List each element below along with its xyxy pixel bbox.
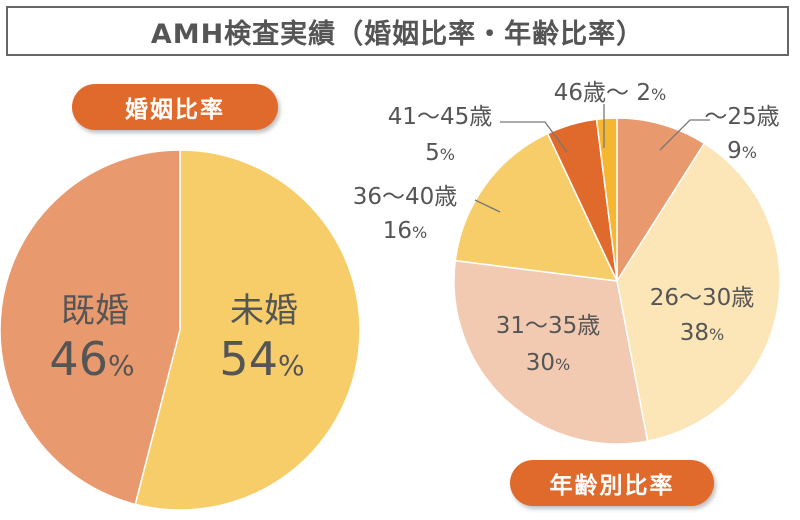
label-46over: 46歳〜 2% xyxy=(554,80,666,106)
value-36-40: 16% xyxy=(383,218,427,244)
label-married: 既婚 xyxy=(61,291,129,331)
value-under25: 9% xyxy=(727,138,757,164)
age-ratio-badge: 年齢別比率 xyxy=(510,460,714,506)
pie1-slice-2 xyxy=(453,259,649,445)
pie0-slice-1 xyxy=(0,149,181,506)
label-under25: 〜25歳 xyxy=(704,104,779,130)
label-36-40: 36〜40歳 xyxy=(353,184,458,210)
pie1-slice-1 xyxy=(616,142,781,442)
marital-ratio-badge: 婚姻比率 xyxy=(72,84,278,130)
value-married: 46% xyxy=(49,332,134,386)
label-41-45: 41〜45歳 xyxy=(388,104,493,130)
pie1-slice-5 xyxy=(595,117,618,282)
leader-36-40 xyxy=(474,199,501,213)
label-26-30: 26〜30歳 xyxy=(650,285,755,311)
leader-under25 xyxy=(659,119,710,151)
value-26-30: 38% xyxy=(680,320,724,346)
label-31-35: 31〜35歳 xyxy=(496,313,601,339)
page-title: AMH検査実績（婚姻比率・年齢比率） xyxy=(6,6,789,56)
value-31-35: 30% xyxy=(526,350,570,376)
leader-41-45 xyxy=(500,121,568,153)
label-unmarried: 未婚 xyxy=(230,291,298,331)
pie1-slice-3 xyxy=(454,132,619,282)
pie1-slice-0 xyxy=(616,117,706,284)
value-41-45: 5% xyxy=(425,140,455,166)
pie0-slice-0 xyxy=(134,149,361,511)
value-unmarried: 54% xyxy=(219,332,304,386)
